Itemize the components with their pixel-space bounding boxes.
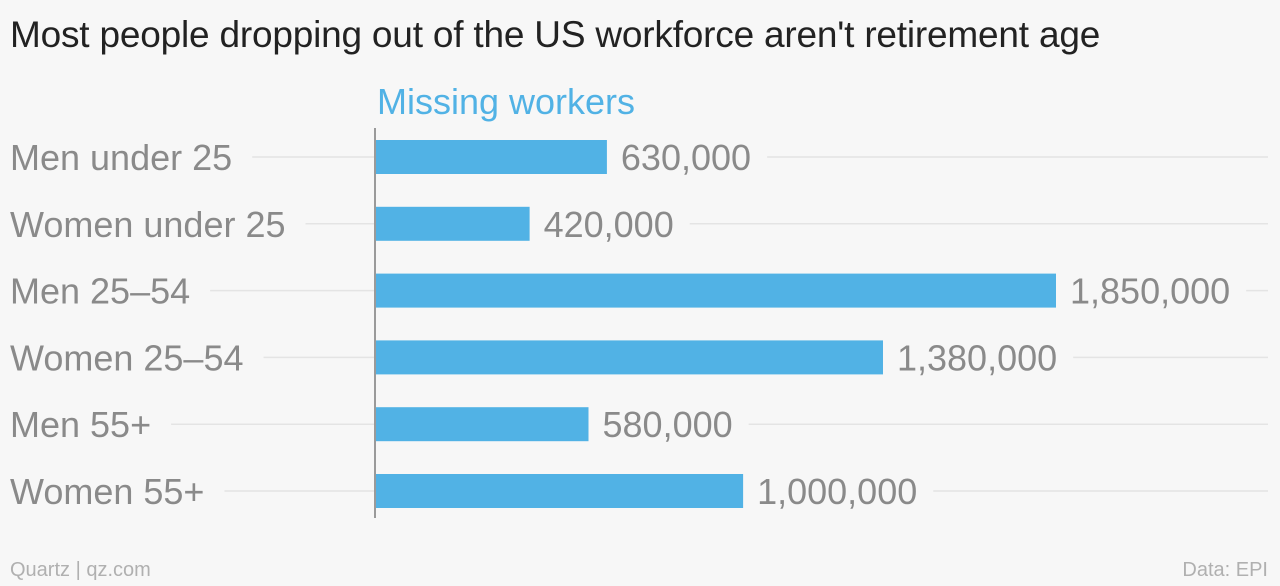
series-label-missing-workers: Missing workers bbox=[377, 81, 635, 122]
value-label: 1,850,000 bbox=[1070, 271, 1230, 312]
category-labels: Men under 25 Women under 25 Men 25–54 Women… bbox=[10, 137, 286, 512]
bar bbox=[375, 407, 589, 442]
category-label: Men under 25 bbox=[10, 137, 232, 178]
bar bbox=[375, 206, 530, 241]
value-label: 630,000 bbox=[621, 137, 751, 178]
source-credit: Quartz | qz.com bbox=[10, 559, 151, 581]
category-label: Men 25–54 bbox=[10, 271, 190, 312]
category-label: Women 55+ bbox=[10, 471, 204, 512]
bar bbox=[375, 340, 883, 375]
bar bbox=[375, 474, 744, 508]
grid-lines bbox=[171, 156, 1268, 492]
data-source: Data: EPI bbox=[1182, 559, 1268, 581]
bar bbox=[375, 273, 1056, 308]
value-label: 580,000 bbox=[603, 404, 733, 445]
value-label: 1,000,000 bbox=[757, 471, 917, 512]
value-label: 420,000 bbox=[544, 204, 674, 245]
category-label: Women under 25 bbox=[10, 204, 286, 245]
bars bbox=[375, 140, 1056, 508]
bar bbox=[375, 140, 607, 174]
value-labels: 630,000 420,000 1,850,000 1,380,000 580,000 1… bbox=[544, 137, 1231, 512]
category-label: Women 25–54 bbox=[10, 337, 244, 378]
bar-chart: Missing workers Men under 25 Women under … bbox=[10, 81, 1268, 518]
value-label: 1,380,000 bbox=[897, 337, 1057, 378]
category-label: Men 55+ bbox=[10, 404, 151, 445]
chart-title: Most people dropping out of the US workf… bbox=[10, 14, 1101, 55]
